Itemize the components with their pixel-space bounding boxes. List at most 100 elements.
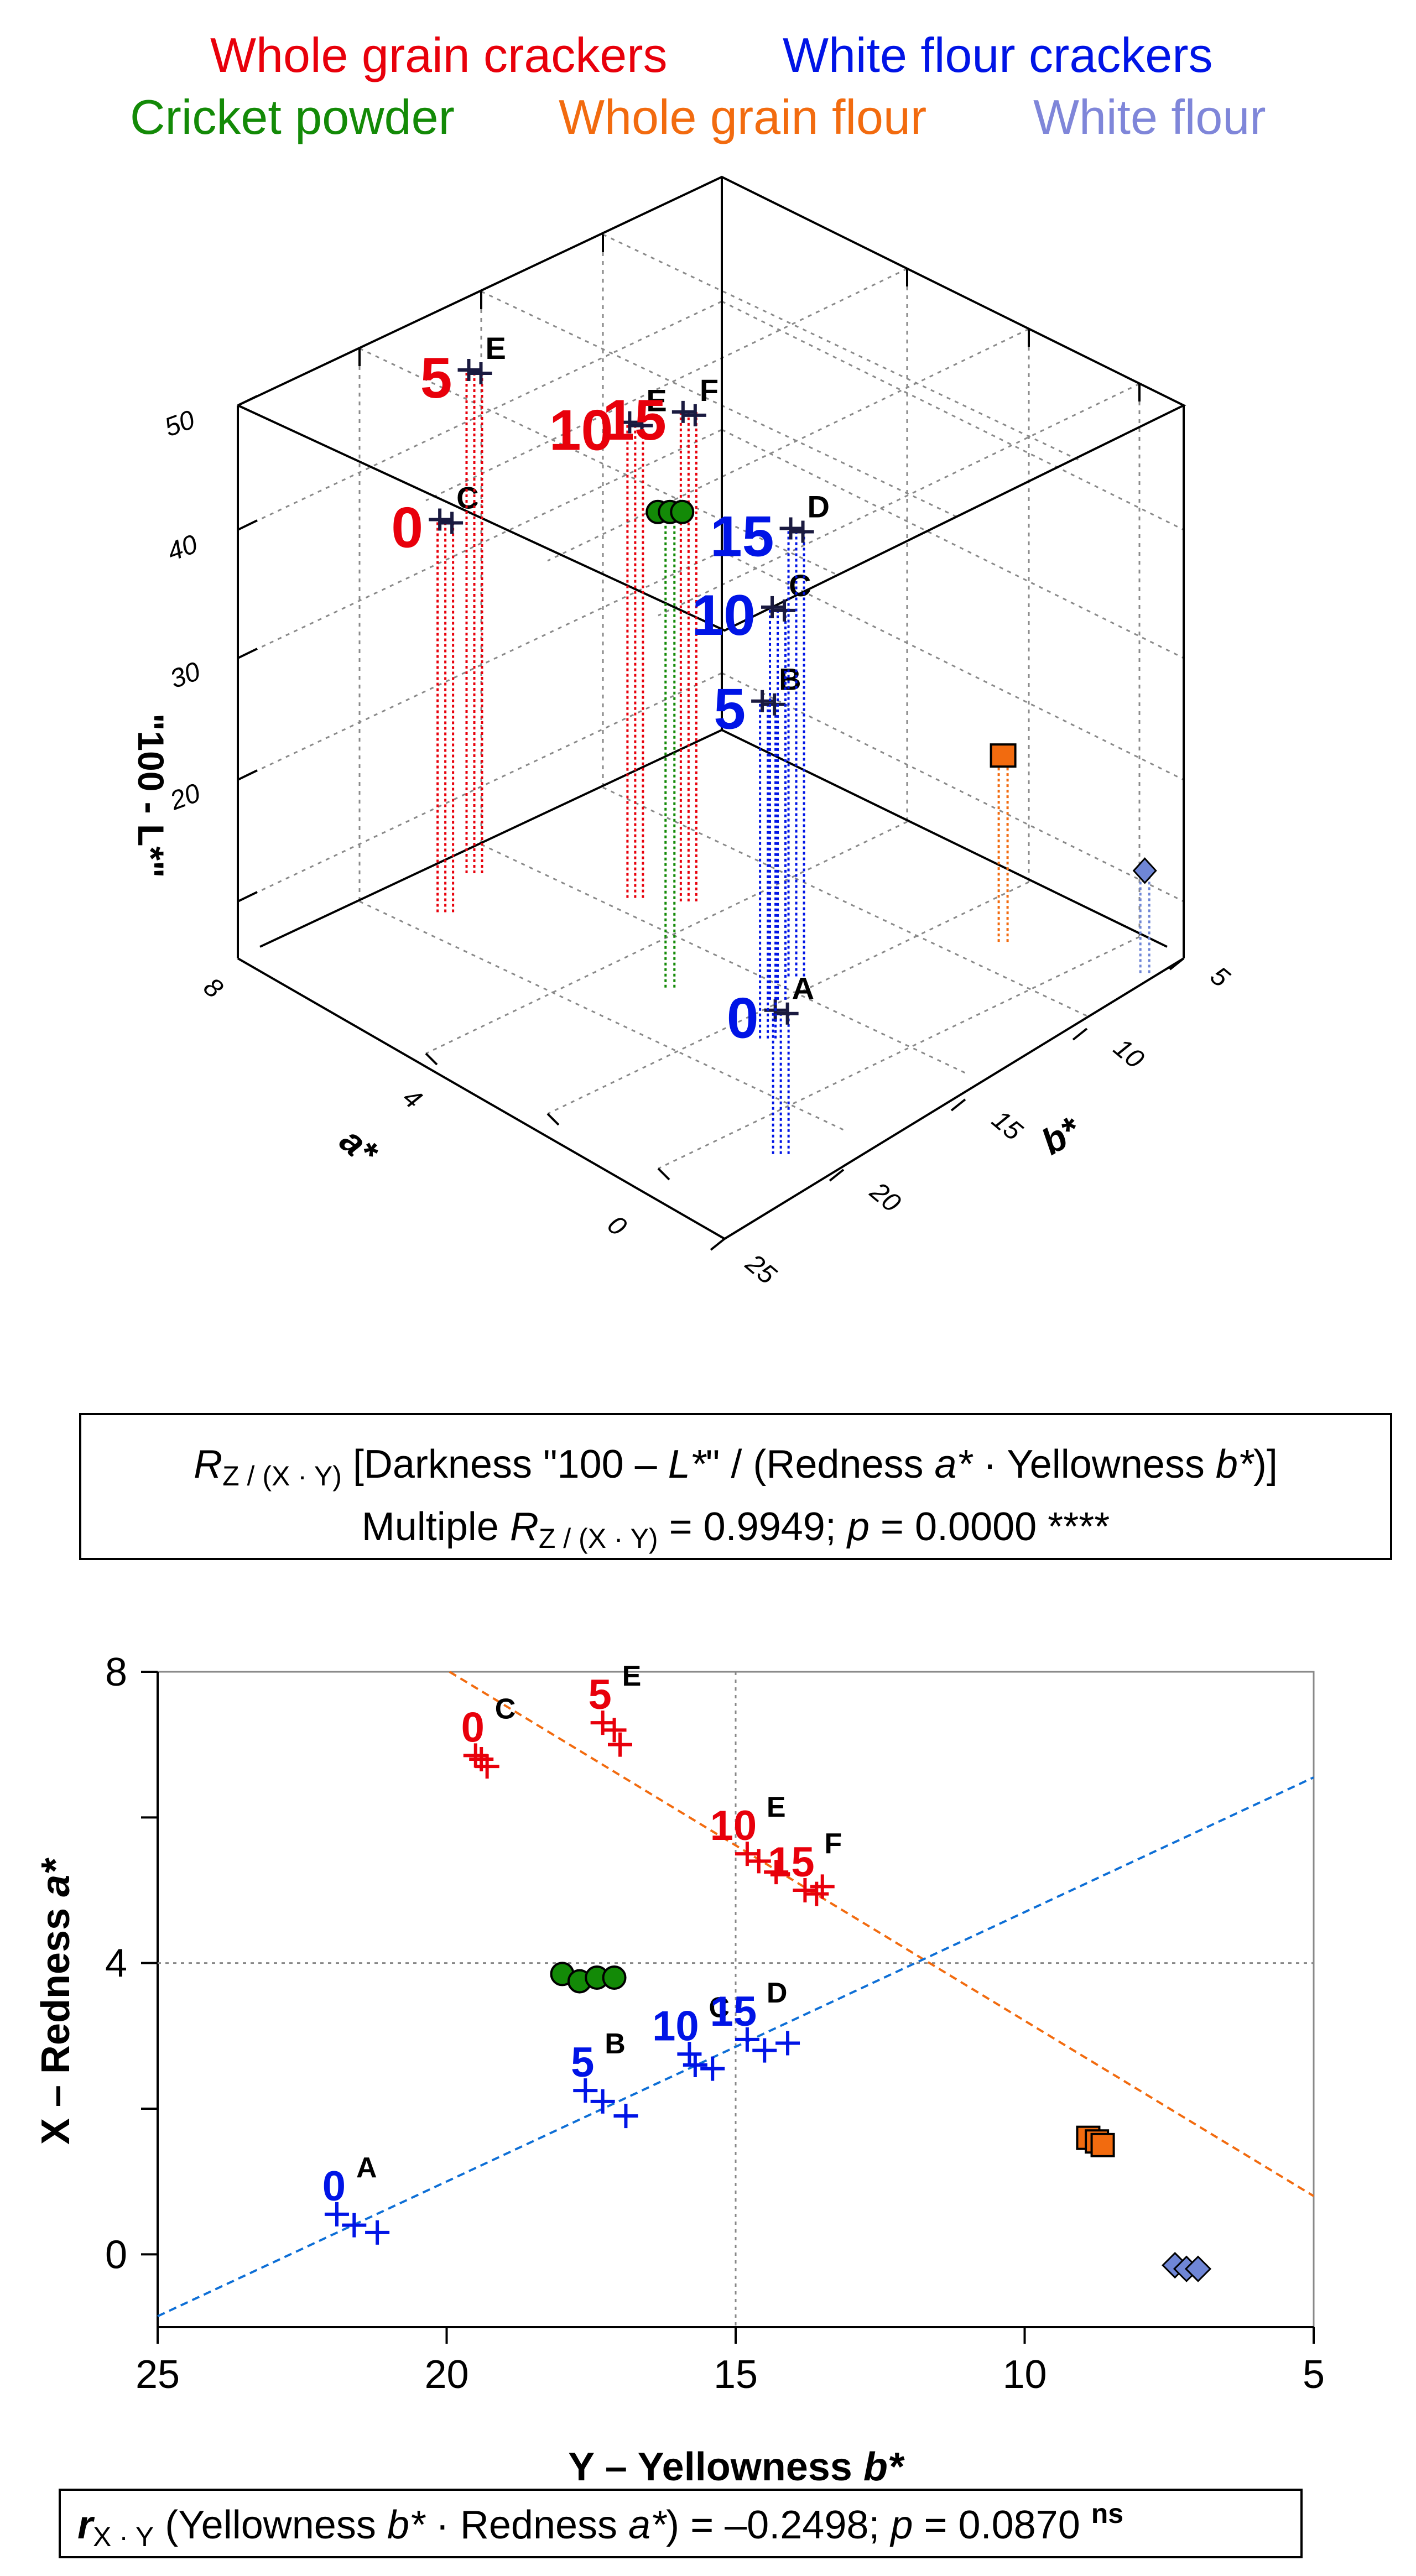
data-point	[752, 2038, 777, 2063]
grid-line	[721, 672, 1184, 903]
level-label: 5	[714, 677, 746, 742]
stats-l-star: L*	[668, 1442, 707, 1487]
x-tick-label: 25	[136, 2353, 180, 2397]
grid-line	[237, 672, 722, 903]
y-axis-title-text: X – Redness	[34, 1897, 78, 2145]
level-label: 15	[710, 505, 774, 569]
tick	[1072, 1028, 1088, 1041]
level-label: 10	[710, 1802, 757, 1849]
data-point	[1184, 2255, 1212, 2282]
stats-text: · Redness	[425, 2503, 628, 2547]
x-axis-title: Y – Yellowness b*	[568, 2445, 905, 2489]
data-point	[602, 1965, 627, 1990]
stats-box-1: RZ / (X · Y) [Darkness "100 – L*" / (Red…	[79, 1413, 1392, 1560]
group-letter: B	[605, 2028, 626, 2060]
x-tick-label: 10	[1002, 2353, 1047, 2397]
data-point	[602, 1718, 627, 1743]
group-letter: E	[485, 331, 506, 366]
grid-line	[721, 550, 1184, 781]
tick	[1169, 957, 1185, 971]
stats-box-1-line-1: RZ / (X · Y) [Darkness "100 – L*" / (Red…	[194, 1442, 1278, 1492]
data-point	[608, 1732, 632, 1757]
stats-r-subscript: Z / (X · Y)	[222, 1461, 342, 1492]
data-point	[324, 2202, 349, 2226]
grid-line	[237, 550, 722, 781]
stats-box-2-line: rX · Y (Yellowness b* · Redness a*) = –0…	[77, 2498, 1123, 2552]
stats-ns: ns	[1091, 2498, 1123, 2529]
grid-line	[602, 786, 1087, 1017]
stats-a-star: a*	[628, 2503, 667, 2547]
group-letter: F	[824, 1828, 842, 1860]
a-tick-labels: 8 4 0	[198, 972, 632, 1242]
tick	[237, 648, 258, 659]
grid-line	[547, 881, 1029, 1115]
data-point	[677, 2042, 702, 2067]
y-axis-title: X – Redness a*	[34, 1858, 78, 2145]
stats-r-symbol: R	[194, 1442, 222, 1487]
stats-text: Multiple	[362, 1505, 510, 1549]
data-point	[1090, 2132, 1115, 2157]
group-letter: A	[356, 2152, 377, 2184]
chart-3d: 50 40 30 20 8 4 0 5 10 15 20 25 "100 - L…	[131, 175, 1235, 1290]
stats-text: = 0.0870	[913, 2503, 1091, 2547]
tick	[657, 1167, 670, 1181]
stats-text: " / (Redness	[706, 1442, 935, 1487]
stats-r-subscript: X · Y	[93, 2521, 154, 2552]
x-tick-label: 5	[1303, 2353, 1325, 2397]
level-label: 15	[768, 1839, 815, 1886]
group-letter: C	[709, 1991, 730, 2024]
group-letter: E	[622, 1660, 642, 1692]
legend-white-flour-crackers: White flour crackers	[783, 28, 1213, 82]
grid-3d	[237, 176, 1184, 1170]
tick	[829, 1169, 845, 1182]
legend-white-flour: White flour	[1033, 90, 1266, 144]
data-point	[457, 358, 480, 381]
z-tick-40: 40	[164, 529, 202, 567]
ticks-3d	[237, 234, 1185, 1251]
legend-whole-grain-flour: Whole grain flour	[559, 90, 926, 144]
stats-text: = 0.9949;	[658, 1505, 847, 1549]
grid-line	[547, 328, 1029, 562]
stats-a-star: a*	[935, 1442, 974, 1487]
fit-line	[449, 1671, 1315, 2197]
y-tick-label: 0	[105, 2233, 127, 2277]
data-point	[631, 414, 653, 437]
group-letter: B	[779, 662, 801, 697]
b-tick-15: 15	[986, 1105, 1028, 1146]
data-point	[793, 1878, 818, 1902]
level-label: 15	[710, 1988, 757, 2035]
grid-line	[658, 383, 1140, 617]
grid-line	[425, 268, 908, 502]
x-tick-label: 15	[714, 2353, 758, 2397]
grid-line	[359, 900, 844, 1131]
level-label: 0	[322, 2163, 346, 2210]
data-point	[613, 2104, 638, 2129]
z-tick-30: 30	[166, 656, 205, 694]
tick	[237, 891, 258, 903]
stats-p-symbol: p	[889, 2503, 913, 2547]
y-tick-label: 8	[105, 1650, 127, 1694]
legend-cricket-powder: Cricket powder	[130, 90, 455, 144]
grid-line	[658, 936, 1140, 1170]
stats-box-2-frame	[59, 2489, 1303, 2558]
z-axis-title: "100 - L*"	[131, 713, 171, 878]
stats-box-1-line-2: Multiple RZ / (X · Y) = 0.9949; p = 0.00…	[362, 1505, 1110, 1554]
stats-text: )]	[1253, 1442, 1278, 1487]
data-point	[670, 499, 695, 524]
tick	[237, 395, 258, 406]
level-label: 0	[391, 496, 423, 560]
frame-bottom	[237, 957, 1185, 1240]
group-letter: A	[792, 971, 814, 1006]
legend: Whole grain crackers White flour cracker…	[130, 28, 1266, 144]
data-point	[779, 517, 802, 540]
data-point	[684, 404, 706, 426]
data-point	[810, 1874, 835, 1899]
data-point	[365, 2220, 390, 2245]
legend-whole-grain-crackers: Whole grain crackers	[210, 28, 668, 82]
data-point	[700, 2056, 725, 2081]
stats-b-star: b*	[387, 2503, 426, 2547]
fit-lines	[157, 1671, 1315, 2318]
y-axis-title-var: a*	[34, 1858, 78, 1897]
